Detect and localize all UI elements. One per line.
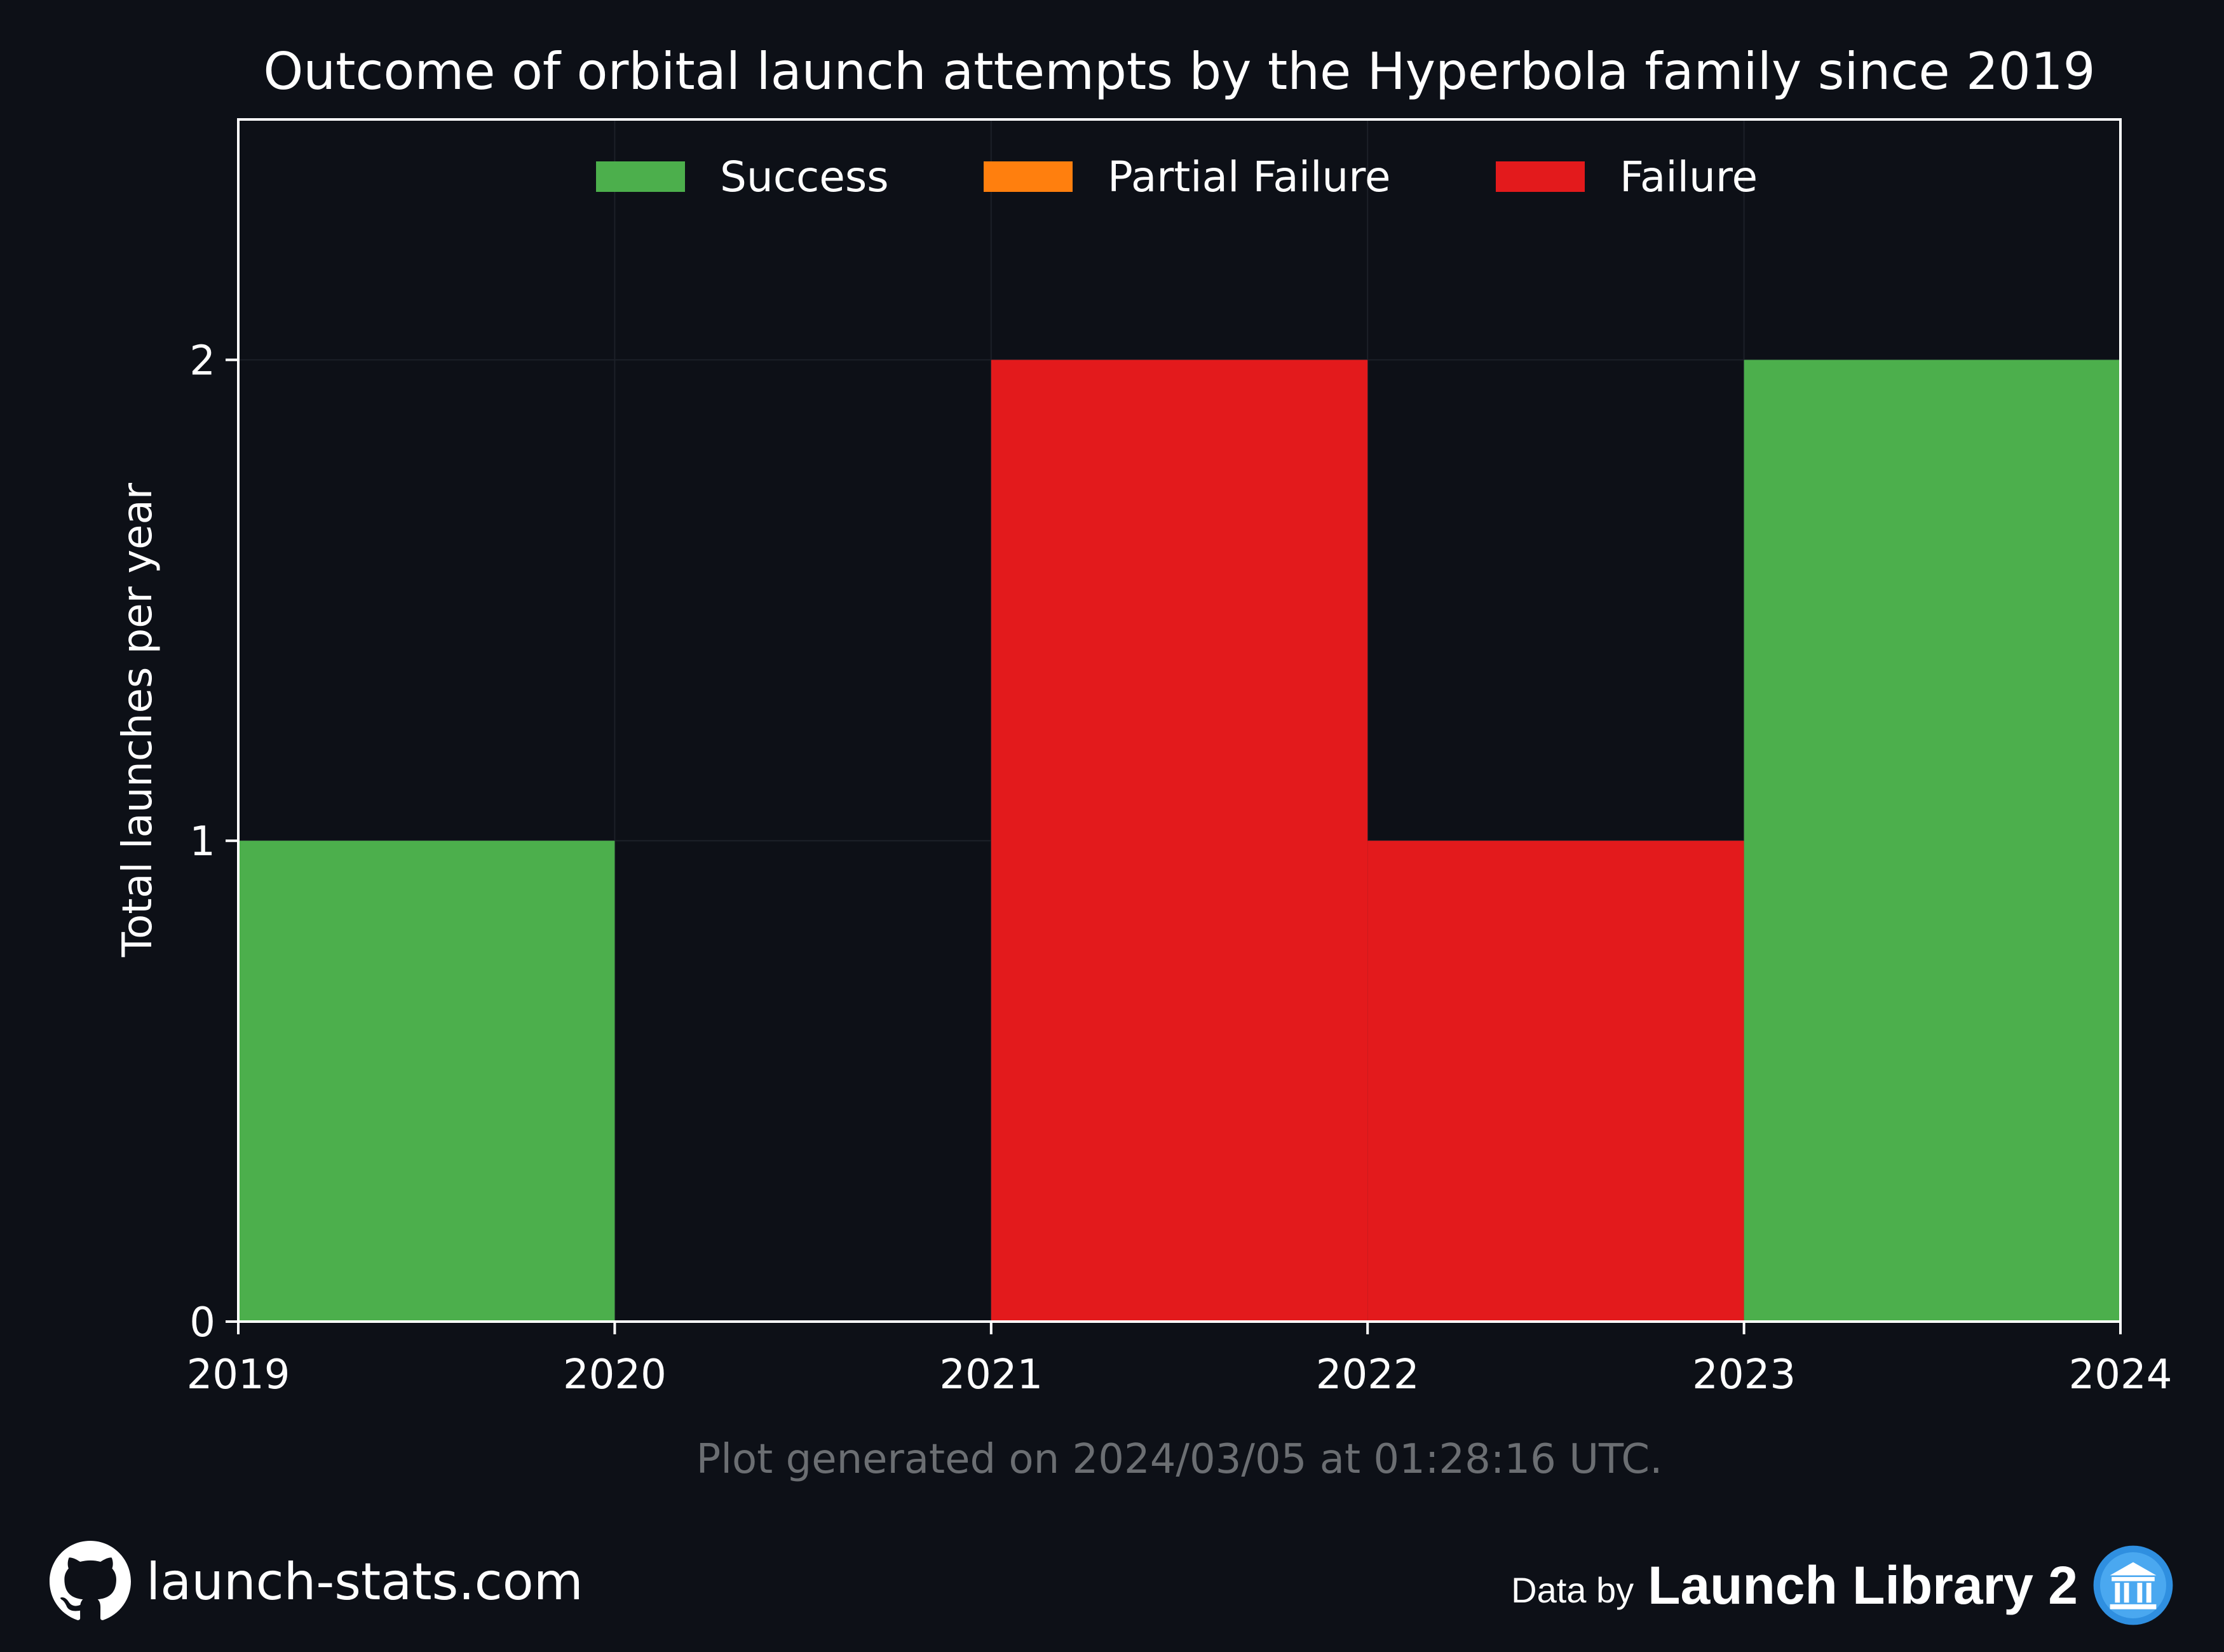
data-by-label: Data by — [1511, 1569, 1634, 1610]
bar-failure — [991, 360, 1368, 1322]
legend-label: Failure — [1620, 152, 1758, 201]
x-tick-label: 2020 — [563, 1351, 667, 1398]
y-tick-label: 0 — [189, 1299, 215, 1346]
bar-success — [238, 841, 615, 1322]
x-tick-label: 2022 — [1316, 1351, 1420, 1398]
site-link[interactable]: launch-stats.com — [146, 1552, 583, 1611]
y-tick-label: 2 — [189, 337, 215, 384]
github-icon — [50, 1541, 131, 1620]
x-tick-label: 2023 — [1692, 1351, 1796, 1398]
launch-library-logo-icon — [2093, 1545, 2173, 1625]
bar-success — [1744, 360, 2120, 1322]
y-axis-label: Total launches per year — [114, 482, 161, 958]
bar-failure — [1367, 841, 1744, 1322]
chart-title: Outcome of orbital launch attempts by th… — [263, 42, 2095, 101]
x-tick-label: 2019 — [187, 1351, 290, 1398]
bars — [238, 360, 2120, 1322]
provider-name[interactable]: Launch Library 2 — [1648, 1555, 2078, 1615]
y-tick-label: 1 — [189, 818, 215, 865]
legend-swatch — [596, 161, 685, 192]
axes-frame — [237, 118, 2122, 1323]
legend-label: Success — [720, 152, 889, 201]
legend-swatch — [984, 161, 1073, 192]
x-tick-label: 2021 — [939, 1351, 1043, 1398]
ticks: 2019 2020 2021 2022 2023 2024 0 1 2 — [187, 337, 2173, 1398]
x-tick-label: 2024 — [2069, 1351, 2173, 1398]
legend-swatch — [1496, 161, 1585, 192]
legend-label: Partial Failure — [1108, 152, 1391, 201]
footer-data-source: Data by Launch Library 2 — [1511, 1544, 2174, 1627]
legend: Success Partial Failure Failure — [596, 152, 1758, 201]
generated-note: Plot generated on 2024/03/05 at 01:28:16… — [696, 1436, 1663, 1483]
footer-site[interactable]: launch-stats.com — [50, 1541, 583, 1622]
